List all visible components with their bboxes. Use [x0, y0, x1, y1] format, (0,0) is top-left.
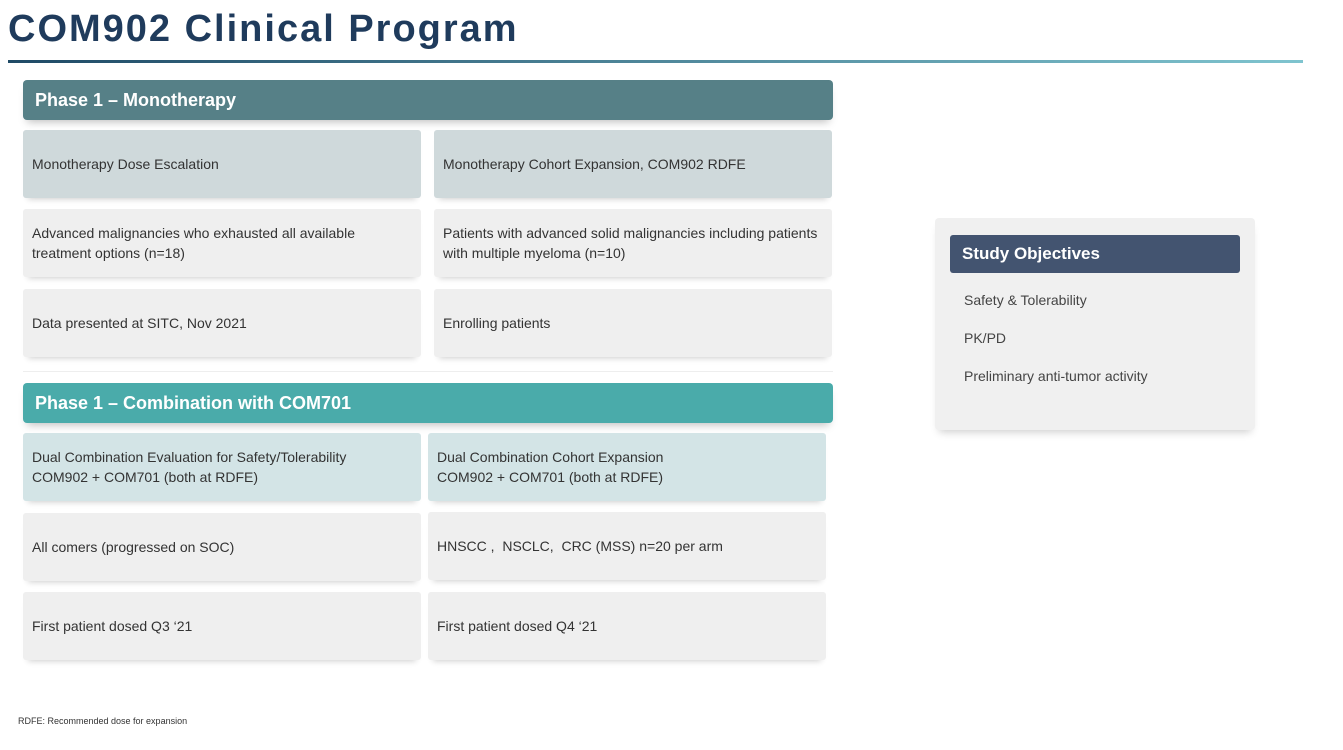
monotherapy-header: Phase 1 – Monotherapy	[23, 80, 833, 120]
footnote: RDFE: Recommended dose for expansion	[18, 716, 188, 726]
title-divider	[8, 60, 1303, 63]
combo-left-cell: Dual Combination Evaluation for Safety/T…	[23, 433, 421, 501]
mono-left-cell: Advanced malignancies who exhausted all …	[23, 209, 421, 277]
mono-left-cell: Data presented at SITC, Nov 2021	[23, 289, 421, 357]
objective-item: Safety & Tolerability	[964, 292, 1087, 308]
combo-right-cell: HNSCC , NSCLC, CRC (MSS) n=20 per arm	[428, 512, 826, 580]
combo-right-cell: Dual Combination Cohort Expansion COM902…	[428, 433, 826, 501]
section-divider	[23, 371, 833, 372]
combo-left-cell: First patient dosed Q3 ‘21	[23, 592, 421, 660]
mono-left-cell: Monotherapy Dose Escalation	[23, 130, 421, 198]
combo-left-cell: All comers (progressed on SOC)	[23, 513, 421, 581]
study-objectives-header: Study Objectives	[950, 235, 1240, 273]
objective-item: PK/PD	[964, 330, 1007, 346]
slide-title: COM902 Clinical Program	[8, 8, 519, 50]
mono-right-cell: Patients with advanced solid malignancie…	[434, 209, 832, 277]
mono-right-cell: Enrolling patients	[434, 289, 832, 357]
combo-right-cell: First patient dosed Q4 ‘21	[428, 592, 826, 660]
mono-right-cell: Monotherapy Cohort Expansion, COM902 RDF…	[434, 130, 832, 198]
objective-item: Preliminary anti-tumor activity	[964, 368, 1148, 384]
combination-header: Phase 1 – Combination with COM701	[23, 383, 833, 423]
